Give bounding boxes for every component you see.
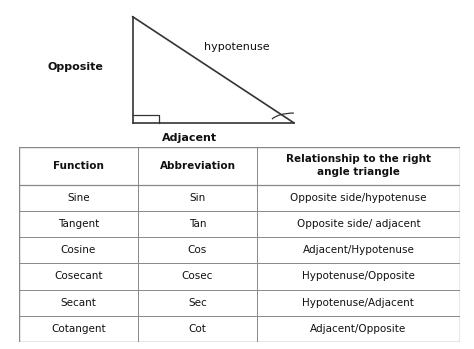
Text: Tan: Tan bbox=[189, 219, 206, 229]
Text: Abbreviation: Abbreviation bbox=[159, 161, 236, 171]
Text: Tangent: Tangent bbox=[58, 219, 99, 229]
Text: Hypotenuse/Opposite: Hypotenuse/Opposite bbox=[302, 272, 415, 281]
Text: Sin: Sin bbox=[190, 193, 206, 203]
Text: Sec: Sec bbox=[188, 298, 207, 308]
Text: Secant: Secant bbox=[61, 298, 96, 308]
Text: Cotangent: Cotangent bbox=[51, 324, 106, 334]
Text: Cosecant: Cosecant bbox=[54, 272, 103, 281]
Text: Cos: Cos bbox=[188, 245, 207, 255]
Text: Adjacent: Adjacent bbox=[162, 133, 217, 143]
Text: hypotenuse: hypotenuse bbox=[204, 43, 270, 52]
Text: Opposite: Opposite bbox=[48, 62, 104, 72]
Text: Cosine: Cosine bbox=[61, 245, 96, 255]
Text: Cosec: Cosec bbox=[182, 272, 213, 281]
Text: Opposite side/hypotenuse: Opposite side/hypotenuse bbox=[290, 193, 427, 203]
Text: Cot: Cot bbox=[189, 324, 207, 334]
Text: Adjacent/Opposite: Adjacent/Opposite bbox=[310, 324, 407, 334]
Text: Sine: Sine bbox=[67, 193, 90, 203]
Text: Function: Function bbox=[53, 161, 104, 171]
Text: Relationship to the right
angle triangle: Relationship to the right angle triangle bbox=[286, 154, 431, 177]
Text: Adjacent/Hypotenuse: Adjacent/Hypotenuse bbox=[302, 245, 414, 255]
Text: Hypotenuse/Adjacent: Hypotenuse/Adjacent bbox=[302, 298, 414, 308]
Text: Opposite side/ adjacent: Opposite side/ adjacent bbox=[297, 219, 420, 229]
